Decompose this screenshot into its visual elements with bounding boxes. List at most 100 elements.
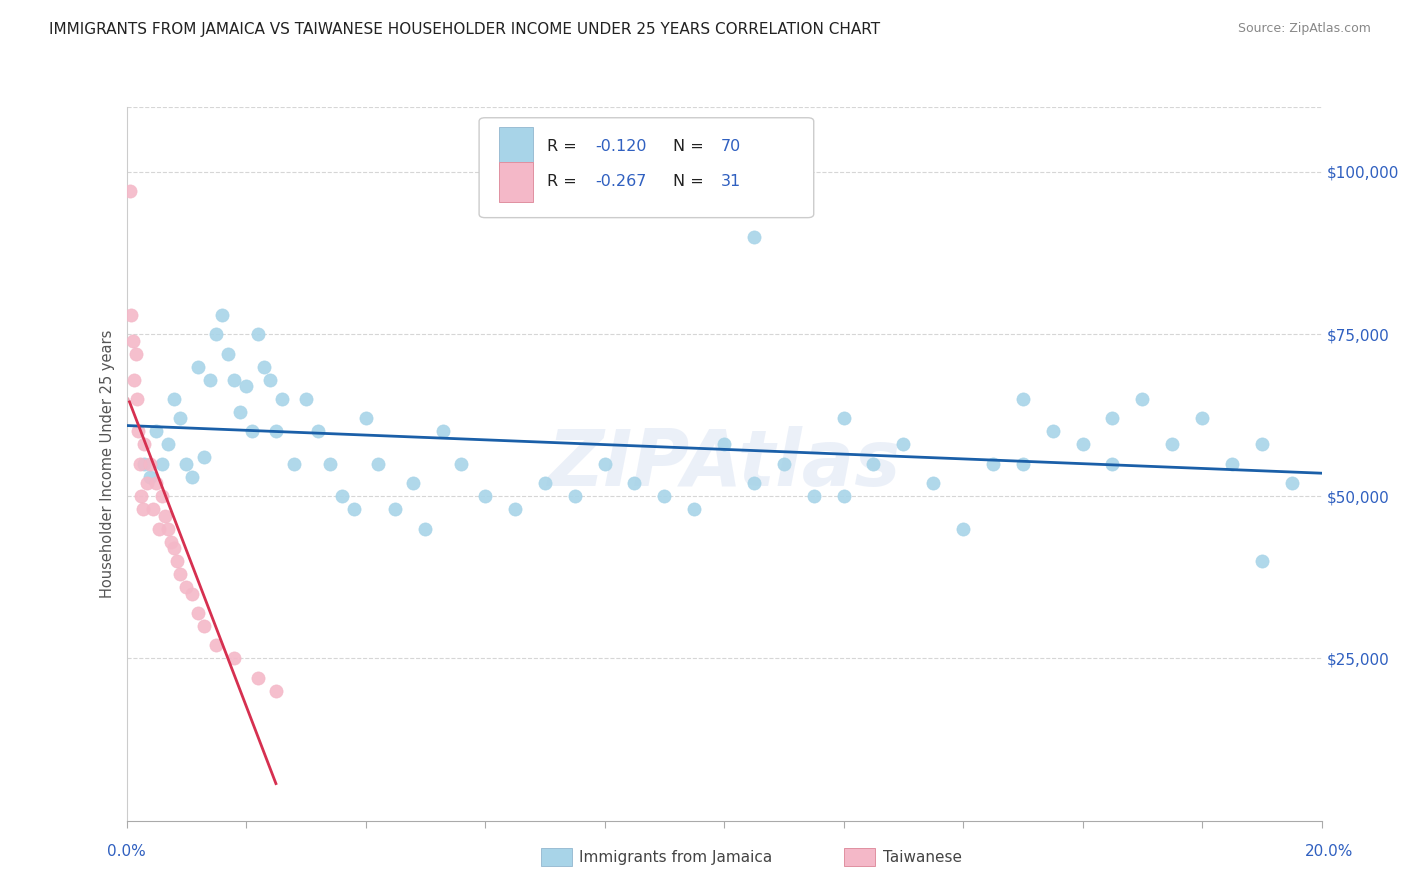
Point: [142, 502, 165, 516]
Point: [157, 437, 180, 451]
Point: [283, 457, 305, 471]
Point: [342, 502, 364, 516]
Point: [187, 359, 209, 374]
Point: [1042, 425, 1064, 439]
Point: [307, 425, 329, 439]
Point: [205, 639, 228, 653]
Text: N =: N =: [672, 175, 709, 189]
Point: [593, 457, 616, 471]
Point: [259, 372, 281, 386]
Text: -0.267: -0.267: [595, 175, 647, 189]
Point: [169, 411, 191, 425]
Point: [163, 541, 186, 556]
Point: [533, 476, 555, 491]
Point: [193, 450, 215, 465]
Point: [1220, 457, 1243, 471]
Point: [1011, 457, 1033, 471]
Point: [450, 457, 472, 471]
Point: [683, 502, 706, 516]
Point: [193, 619, 215, 633]
Point: [139, 457, 162, 471]
Point: [891, 437, 914, 451]
Point: [264, 425, 287, 439]
Text: -0.120: -0.120: [595, 139, 647, 153]
Point: [742, 476, 765, 491]
Point: [222, 651, 246, 665]
Point: [174, 457, 197, 471]
Point: [803, 489, 825, 503]
Text: Source: ZipAtlas.com: Source: ZipAtlas.com: [1237, 22, 1371, 36]
Point: [205, 327, 228, 342]
Point: [474, 489, 496, 503]
Y-axis label: Householder Income Under 25 years: Householder Income Under 25 years: [100, 330, 115, 598]
Point: [503, 502, 526, 516]
Point: [187, 606, 209, 620]
FancyBboxPatch shape: [499, 162, 533, 202]
Point: [366, 457, 388, 471]
Point: [148, 522, 170, 536]
Point: [127, 392, 149, 406]
Point: [1250, 554, 1272, 568]
Point: [150, 457, 174, 471]
FancyBboxPatch shape: [499, 127, 533, 166]
Point: [181, 470, 204, 484]
Point: [652, 489, 675, 503]
Point: [150, 489, 174, 503]
Point: [742, 229, 765, 244]
Point: [127, 425, 149, 439]
Point: [623, 476, 645, 491]
Point: [121, 334, 143, 348]
Text: 20.0%: 20.0%: [1305, 845, 1353, 859]
Point: [139, 470, 162, 484]
Text: R =: R =: [547, 139, 582, 153]
Point: [981, 457, 1004, 471]
Point: [229, 405, 252, 419]
Point: [1101, 457, 1123, 471]
Point: [128, 457, 150, 471]
Point: [1161, 437, 1184, 451]
Point: [217, 346, 239, 360]
Point: [155, 508, 177, 523]
Point: [131, 489, 153, 503]
Point: [862, 457, 884, 471]
Point: [270, 392, 294, 406]
Point: [235, 379, 257, 393]
Text: N =: N =: [672, 139, 709, 153]
Point: [181, 586, 204, 600]
Point: [160, 534, 183, 549]
Point: [253, 359, 276, 374]
Point: [163, 392, 186, 406]
Point: [330, 489, 353, 503]
Point: [952, 522, 974, 536]
Point: [247, 671, 270, 685]
Point: [122, 372, 145, 386]
Point: [118, 185, 141, 199]
Text: 0.0%: 0.0%: [107, 845, 146, 859]
Text: 70: 70: [720, 139, 741, 153]
Point: [157, 522, 180, 536]
Point: [773, 457, 796, 471]
Point: [124, 346, 146, 360]
Point: [134, 437, 156, 451]
Text: Taiwanese: Taiwanese: [883, 850, 962, 864]
Point: [120, 308, 142, 322]
Point: [136, 476, 159, 491]
Point: [402, 476, 425, 491]
Point: [432, 425, 454, 439]
Point: [264, 684, 287, 698]
Text: Immigrants from Jamaica: Immigrants from Jamaica: [579, 850, 772, 864]
Point: [294, 392, 316, 406]
Point: [240, 425, 263, 439]
Point: [384, 502, 406, 516]
Point: [318, 457, 342, 471]
Point: [564, 489, 586, 503]
Point: [132, 502, 155, 516]
Point: [1130, 392, 1153, 406]
Point: [713, 437, 735, 451]
Point: [134, 457, 156, 471]
Point: [169, 567, 191, 582]
Point: [1101, 411, 1123, 425]
Point: [832, 411, 855, 425]
Point: [354, 411, 377, 425]
Point: [1250, 437, 1272, 451]
